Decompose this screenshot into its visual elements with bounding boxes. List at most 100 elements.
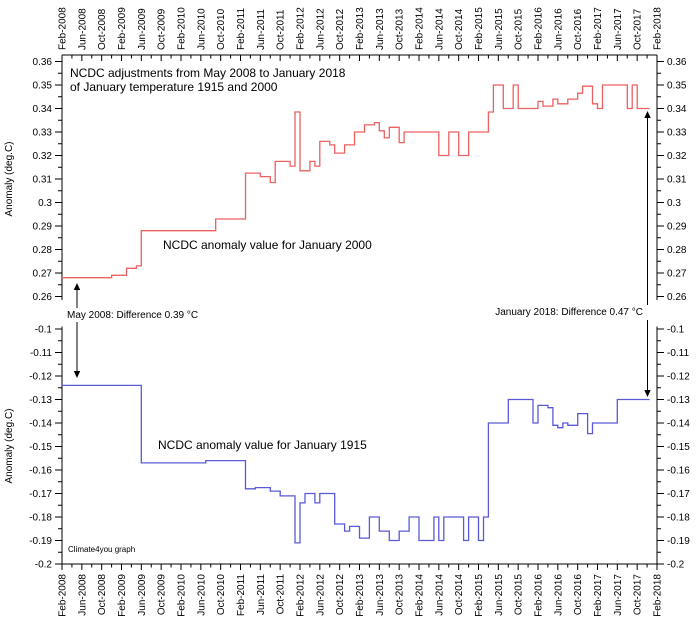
credit-label: Climate4you graph: [68, 545, 135, 554]
y-tick-label-left: 0.33: [33, 128, 53, 139]
y-tick-label-left: -0.15: [29, 442, 52, 453]
x-tick-label: Oct-2015: [514, 8, 525, 50]
y-tick-label-left: -0.19: [29, 536, 52, 547]
y-tick-label-left: 0.32: [33, 151, 53, 162]
x-tick-label: Feb-2017: [593, 7, 604, 50]
y-tick-label-right: -0.11: [667, 348, 689, 359]
x-tick-label: Oct-2009: [157, 8, 168, 50]
y-tick-label-left: -0.18: [29, 513, 52, 524]
y-tick-label-left: 0.35: [33, 81, 53, 92]
y-tick-label-left: -0.11: [30, 348, 52, 359]
y-tick-label-right: -0.2: [667, 560, 685, 571]
x-tick-label: Oct-2013: [395, 574, 406, 616]
y-tick-label-left: 0.29: [33, 222, 53, 233]
blue-series-line: [62, 384, 650, 544]
x-tick-label: Feb-2016: [534, 7, 545, 50]
chart-title-line1: NCDC adjustments from May 2008 to Januar…: [70, 66, 346, 80]
y-tick-label-right: -0.17: [667, 489, 690, 500]
x-tick-label: Oct-2017: [633, 574, 644, 616]
arrow-up-left-head: [73, 283, 81, 290]
y-tick-label-left: 0.3: [38, 198, 52, 209]
x-tick-label: Feb-2015: [474, 574, 485, 617]
arrow-up-right-head: [644, 111, 651, 118]
x-tick-label: Feb-2010: [177, 574, 188, 617]
x-tick-label: Oct-2008: [97, 574, 108, 616]
y-tick-label-left: 0.36: [33, 57, 53, 68]
x-tick-label: Jun-2010: [196, 574, 207, 616]
y-tick-label-left: -0.13: [29, 395, 52, 406]
x-tick-label: Feb-2014: [415, 7, 426, 50]
y-tick-label-right: -0.15: [667, 442, 690, 453]
x-tick-label: Feb-2010: [177, 7, 188, 50]
x-tick-label: Feb-2009: [117, 7, 128, 50]
x-tick-label: Jun-2016: [553, 574, 564, 616]
y-tick-label-left: -0.14: [29, 419, 52, 430]
x-tick-label: Jun-2008: [77, 8, 88, 50]
y-tick-label-right: -0.13: [667, 395, 690, 406]
y-tick-label-left: -0.12: [29, 372, 52, 383]
x-tick-label: Jun-2017: [613, 8, 624, 50]
x-tick-label: Oct-2009: [157, 574, 168, 616]
y-tick-label-right: 0.36: [667, 57, 687, 68]
arrow-down-right-head: [644, 390, 651, 397]
y-tick-label-left: -0.1: [35, 325, 53, 336]
y-tick-label-right: -0.18: [667, 513, 690, 524]
x-tick-label: Feb-2008: [58, 7, 69, 50]
x-tick-label: Jun-2016: [553, 8, 564, 50]
x-tick-label: Feb-2013: [355, 574, 366, 617]
x-tick-label: Oct-2012: [335, 574, 346, 616]
y-tick-label-right: -0.12: [667, 372, 690, 383]
y-tick-label-right: -0.19: [667, 536, 690, 547]
x-tick-label: Feb-2018: [653, 7, 664, 50]
x-tick-label: Oct-2010: [216, 8, 227, 50]
x-tick-label: Jun-2015: [494, 8, 505, 50]
x-tick-label: Jun-2010: [196, 8, 207, 50]
x-tick-label: Feb-2011: [236, 574, 247, 617]
x-tick-label: Feb-2014: [415, 574, 426, 617]
red-series-label: NCDC anomaly value for January 2000: [163, 238, 372, 252]
red-series-line: [62, 84, 650, 279]
x-tick-label: Jun-2009: [137, 574, 148, 616]
x-tick-label: Oct-2010: [216, 574, 227, 616]
x-tick-label: Feb-2015: [474, 7, 485, 50]
x-tick-label: Jun-2008: [77, 574, 88, 616]
x-tick-label: Feb-2017: [593, 574, 604, 617]
y-tick-label-right: 0.26: [667, 292, 687, 303]
y-tick-label-left: 0.31: [33, 175, 53, 186]
x-tick-label: Feb-2018: [653, 574, 664, 617]
x-tick-label: Jun-2014: [434, 574, 445, 616]
x-tick-label: Oct-2016: [573, 8, 584, 50]
x-tick-label: Oct-2014: [454, 8, 465, 50]
y-tick-label-left: -0.17: [29, 489, 52, 500]
x-tick-label: Jun-2011: [256, 9, 267, 50]
y-tick-label-left: -0.2: [35, 560, 53, 571]
x-tick-label: Jun-2013: [375, 8, 386, 50]
y-axis-label-bottom: Anomaly (deg.C): [4, 408, 15, 483]
x-tick-label: Feb-2011: [236, 7, 247, 50]
y-axis-label-top: Anomaly (deg.C): [4, 141, 15, 216]
x-tick-label: Jun-2017: [613, 574, 624, 616]
x-tick-label: Jun-2015: [494, 574, 505, 616]
y-tick-label-left: 0.27: [33, 269, 53, 280]
chart-title-line2: of January temperature 1915 and 2000: [70, 80, 278, 94]
x-tick-label: Oct-2011: [276, 574, 287, 615]
x-tick-label: Oct-2011: [276, 9, 287, 50]
y-tick-label-right: 0.27: [667, 269, 687, 280]
x-tick-label: Feb-2013: [355, 7, 366, 50]
y-tick-label-left: 0.28: [33, 245, 53, 256]
y-tick-label-right: 0.31: [667, 175, 687, 186]
y-tick-label-right: -0.1: [667, 325, 685, 336]
y-tick-label-right: 0.34: [667, 104, 687, 115]
x-tick-label: Oct-2012: [335, 8, 346, 50]
x-tick-label: Jun-2011: [256, 574, 267, 615]
x-tick-label: Feb-2008: [58, 574, 69, 617]
x-tick-label: Jun-2014: [434, 8, 445, 50]
annotation-may-2008: May 2008: Difference 0.39 °C: [67, 310, 198, 321]
x-tick-label: Oct-2015: [514, 574, 525, 616]
annotation-january-2018: January 2018: Difference 0.47 °C: [495, 307, 643, 318]
y-tick-label-left: -0.16: [29, 466, 52, 477]
x-tick-label: Jun-2013: [375, 574, 386, 616]
y-tick-label-left: 0.26: [33, 292, 53, 303]
x-tick-label: Feb-2016: [534, 574, 545, 617]
